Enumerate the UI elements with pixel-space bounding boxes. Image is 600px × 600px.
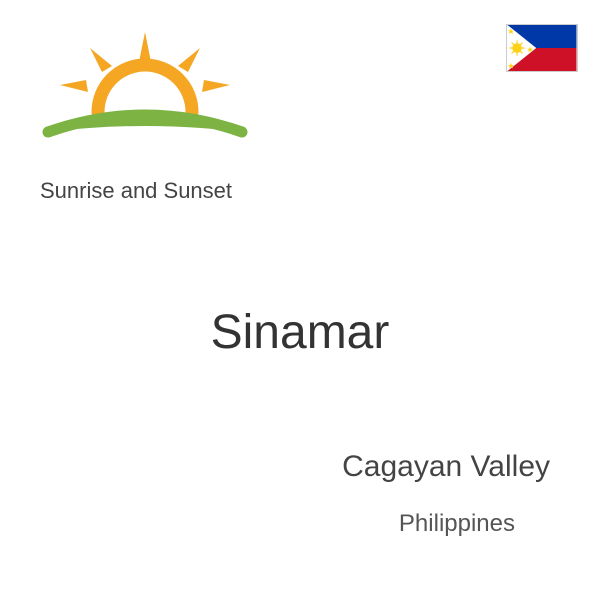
location-name: Sinamar (0, 305, 600, 360)
philippines-flag-icon (506, 24, 578, 72)
country-name: Philippines (399, 510, 515, 538)
logo-area: Sunrise and Sunset (30, 20, 290, 220)
sunrise-logo-icon (30, 20, 260, 165)
brand-title: Sunrise and Sunset (40, 178, 290, 204)
region-name: Cagayan Valley (342, 450, 550, 484)
